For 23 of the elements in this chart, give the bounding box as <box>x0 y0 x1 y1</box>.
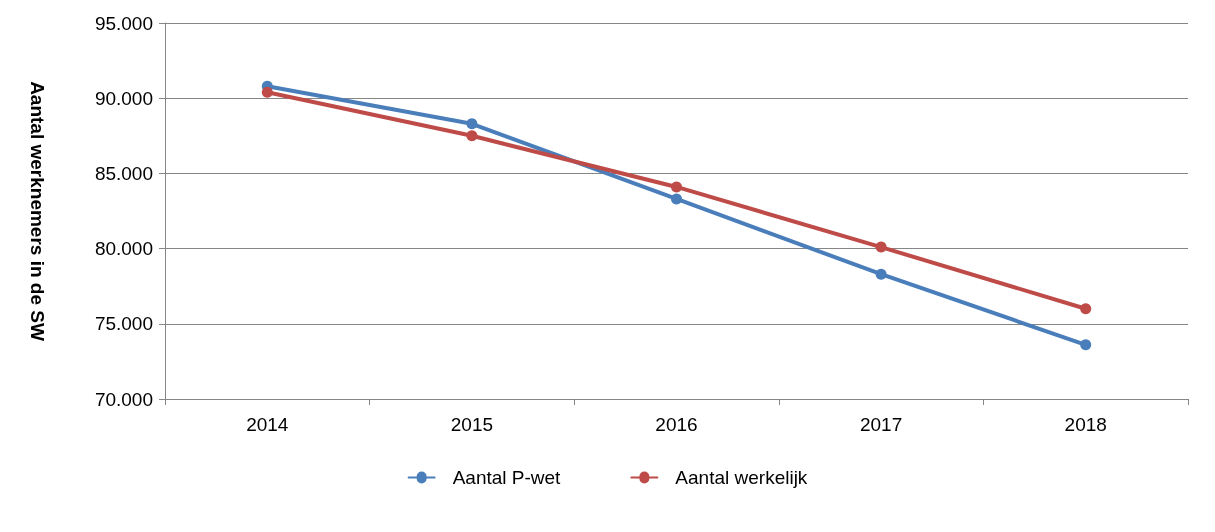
point <box>875 241 887 253</box>
x-tick-label: 2017 <box>859 414 903 435</box>
y-tick-label: 70.000 <box>94 388 153 410</box>
point <box>671 193 682 205</box>
point <box>466 118 478 130</box>
y-tick-label: 95.000 <box>94 12 153 34</box>
point <box>671 181 682 193</box>
legend-label: Aantal P-wet <box>452 467 562 488</box>
x-tick-label: 2014 <box>246 414 289 435</box>
legend-label: Aantal werkelijk <box>675 467 808 488</box>
point <box>261 86 273 98</box>
y-tick-label: 80.000 <box>94 238 153 260</box>
point <box>1080 339 1092 351</box>
point <box>466 130 478 142</box>
y-axis-title: Aantal werknemers in de SW <box>27 81 48 341</box>
x-tick-label: 2015 <box>450 414 494 435</box>
y-tick-label: 85.000 <box>94 162 153 184</box>
point <box>875 268 887 280</box>
y-tick-label: 90.000 <box>94 87 153 109</box>
point <box>1080 303 1092 315</box>
y-tick-label: 75.000 <box>94 313 153 335</box>
x-tick-label: 2018 <box>1064 414 1107 435</box>
x-tick-label: 2016 <box>655 414 698 435</box>
